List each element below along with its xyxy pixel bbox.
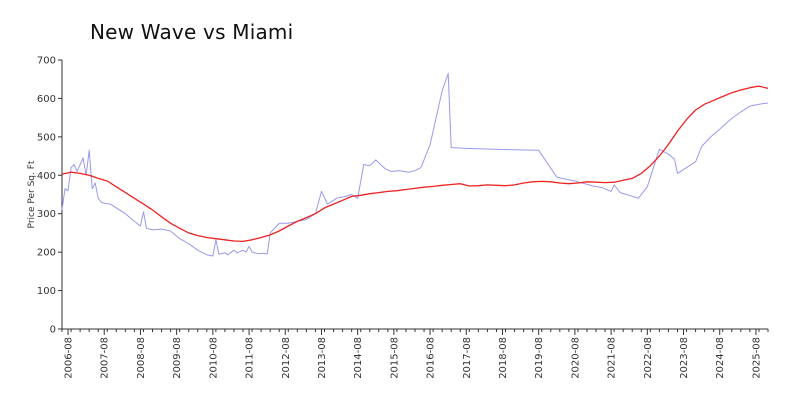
x-tick-label: 2018-08 bbox=[498, 337, 509, 379]
x-tick-label: 2015-08 bbox=[389, 337, 400, 379]
x-tick-label: 2008-08 bbox=[136, 337, 147, 379]
x-tick-label: 2012-08 bbox=[281, 337, 292, 379]
x-tick-label: 2017-08 bbox=[462, 337, 473, 379]
series-line-2 bbox=[61, 85, 769, 243]
x-tick-label: 2021-08 bbox=[607, 337, 618, 379]
x-tick-label: 2020-08 bbox=[570, 337, 581, 379]
y-tick-label: 500 bbox=[37, 132, 56, 143]
y-axis-title: Price Per Sq. Ft bbox=[27, 160, 37, 228]
x-tick-label: 2016-08 bbox=[426, 337, 437, 379]
x-tick-label: 2023-08 bbox=[679, 337, 690, 379]
x-tick-label: 2009-08 bbox=[172, 337, 183, 379]
x-tick-label: 2013-08 bbox=[317, 337, 328, 379]
y-tick-label: 600 bbox=[37, 94, 56, 105]
x-tick-label: 2025-08 bbox=[751, 337, 762, 379]
x-tick-label: 2019-08 bbox=[534, 337, 545, 379]
x-tick-label: 2010-08 bbox=[208, 337, 219, 379]
x-tick-label: 2006-08 bbox=[64, 337, 75, 379]
x-tick-label: 2024-08 bbox=[715, 337, 726, 379]
axes: 0 100 200 300 400 500 600 700 2006-08 2007-08 2008… bbox=[27, 56, 769, 379]
series-group bbox=[61, 73, 769, 257]
y-tick-label: 400 bbox=[37, 171, 56, 182]
y-tick-label: 300 bbox=[37, 209, 56, 220]
chart-title: New Wave vs Miami bbox=[90, 20, 294, 44]
x-tick-label: 2022-08 bbox=[643, 337, 654, 379]
y-tick-label: 700 bbox=[37, 56, 56, 67]
y-tick-label: 200 bbox=[37, 248, 56, 259]
x-tick-label: 2014-08 bbox=[353, 337, 364, 379]
y-tick-label: 100 bbox=[37, 286, 56, 297]
series-line-1 bbox=[61, 73, 769, 257]
x-tick-label: 2007-08 bbox=[100, 337, 111, 379]
y-tick-label: 0 bbox=[50, 325, 56, 336]
x-tick-label: 2011-08 bbox=[245, 337, 256, 379]
